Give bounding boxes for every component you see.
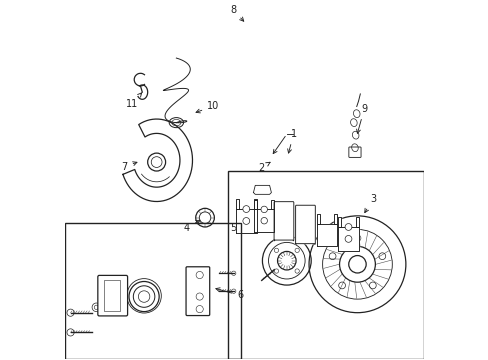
FancyBboxPatch shape (185, 267, 209, 316)
Circle shape (147, 153, 165, 171)
Circle shape (345, 235, 351, 242)
FancyBboxPatch shape (98, 275, 127, 316)
Circle shape (243, 217, 249, 224)
Polygon shape (122, 119, 192, 202)
Circle shape (243, 206, 249, 212)
Bar (65, 223, 241, 359)
Text: 7: 7 (122, 162, 137, 172)
Polygon shape (295, 205, 315, 244)
Text: 11: 11 (125, 93, 142, 109)
Circle shape (151, 157, 162, 167)
Circle shape (261, 217, 267, 224)
Text: 4: 4 (183, 220, 200, 233)
Text: 10: 10 (196, 101, 219, 113)
Polygon shape (235, 199, 257, 233)
Text: 3: 3 (364, 194, 375, 213)
Text: 5: 5 (230, 224, 242, 233)
Text: 9: 9 (356, 104, 366, 133)
Text: 1: 1 (287, 129, 296, 153)
Polygon shape (317, 214, 336, 246)
Polygon shape (337, 217, 359, 251)
Circle shape (129, 282, 159, 312)
Text: 8: 8 (229, 5, 243, 21)
Polygon shape (274, 202, 293, 241)
Text: 2: 2 (258, 162, 269, 173)
Text: 6: 6 (215, 288, 243, 301)
Bar (228, 171, 423, 359)
Polygon shape (254, 200, 274, 232)
Circle shape (345, 224, 351, 230)
Circle shape (261, 206, 267, 213)
Bar (104, 280, 120, 311)
Polygon shape (253, 185, 271, 194)
